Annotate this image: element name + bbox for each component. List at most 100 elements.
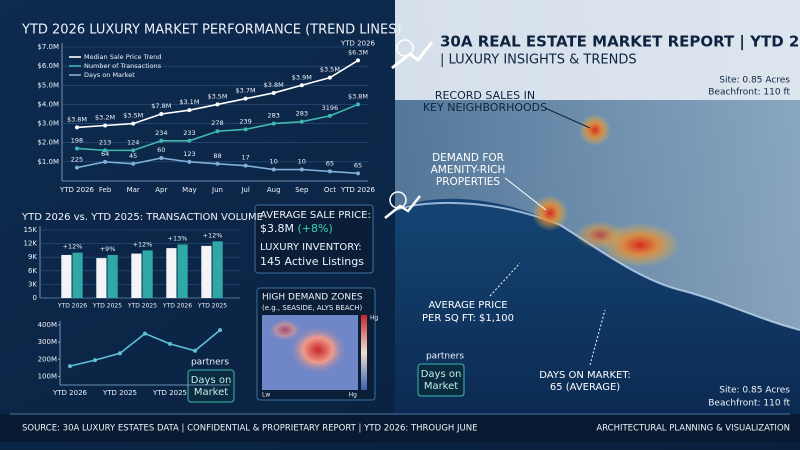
point-label: 213 — [99, 138, 111, 146]
bar — [166, 248, 177, 298]
data-point — [159, 156, 164, 161]
point-label: $3.9M — [292, 73, 312, 81]
data-point — [143, 331, 147, 336]
point-label: 283 — [296, 110, 308, 118]
badge-caption: partners — [191, 358, 229, 368]
footer-right: ARCHITECTURAL PLANNING & VISUALIZATION — [596, 424, 790, 434]
x-tick-label: YTD 2026 — [57, 303, 87, 310]
hotspot — [532, 195, 568, 231]
x-tick-label: YTD 2025 — [127, 303, 157, 310]
point-label: $3.7M — [236, 87, 256, 95]
point-label: $3.5M — [123, 112, 143, 120]
data-point — [356, 58, 360, 63]
header-panel — [395, 0, 800, 100]
legend-label: Number of Transactions — [84, 62, 162, 70]
x-tick-label: YTD 2026 — [59, 186, 95, 194]
point-label: 233 — [183, 129, 195, 137]
x-tick-label: Jun — [211, 186, 223, 194]
chart-title: YTD 2026 vs. YTD 2025: TRANSACTION VOLUM… — [21, 212, 263, 223]
y-tick-label: $6.0M — [37, 62, 59, 70]
x-tick-label: Mar — [127, 186, 140, 194]
point-label: 198 — [71, 136, 83, 144]
beachfront-label: Beachfront: 110 ft — [708, 88, 790, 98]
data-point — [356, 171, 360, 176]
point-label: 64 — [101, 150, 109, 158]
colorbar-high: Hg — [349, 392, 358, 399]
heatmap-hot — [267, 318, 303, 342]
report-subtitle: | LUXURY INSIGHTS & TRENDS — [440, 53, 637, 68]
badge-text: Market — [424, 381, 458, 392]
data-point — [168, 341, 172, 346]
y-tick-label: 9K — [28, 253, 37, 261]
kpi-price: $3.8M — [260, 222, 294, 235]
y-tick-label: $7.0M — [37, 43, 59, 51]
point-label: 124 — [127, 138, 139, 146]
point-label: $3.8M — [264, 81, 284, 89]
x-tick-label: May — [182, 186, 196, 194]
point-label: 278 — [211, 119, 223, 127]
y-tick-label: 3K — [28, 280, 37, 288]
bar — [142, 250, 153, 298]
bar — [61, 254, 72, 298]
legend-label: Days on Market — [84, 71, 135, 79]
bar — [107, 254, 118, 298]
group-label: +12% — [203, 231, 223, 239]
y-tick-label: $4.0M — [37, 100, 59, 108]
x-tick-label: Feb — [99, 186, 112, 194]
map-label: PER SQ FT: $1,100 — [422, 313, 514, 324]
data-point — [131, 148, 136, 153]
data-point — [68, 364, 72, 369]
map-label: DEMAND FOR — [432, 152, 504, 164]
data-point — [299, 167, 304, 172]
data-point — [327, 113, 332, 118]
data-point — [327, 75, 332, 80]
data-point — [243, 163, 248, 168]
heatmap: HIGH DEMAND ZONES (e.g., SEASIDE, ALYS B… — [256, 287, 379, 401]
kpi-label: LUXURY INVENTORY: — [260, 242, 362, 253]
group-label: +12% — [63, 243, 83, 251]
bar — [131, 253, 142, 298]
heatmap-subtitle: (e.g., SEASIDE, ALYS BEACH) — [262, 304, 363, 312]
point-label: 45 — [129, 152, 137, 160]
colorbar-low: Lw — [262, 392, 270, 399]
annotation: YTD 2026 — [340, 39, 376, 47]
data-point — [75, 165, 79, 170]
badge-text: Market — [194, 387, 228, 398]
x-tick-label: Aug — [267, 186, 281, 194]
report-title: 30A REAL ESTATE MARKET REPORT | YTD 2026 — [440, 33, 800, 52]
point-label: $3.1M — [179, 98, 199, 106]
data-point — [215, 129, 220, 134]
data-point — [271, 167, 276, 172]
bar — [72, 252, 83, 298]
site-label: Site: 0.85 Acres — [719, 386, 790, 396]
x-tick-label: YTD 2025 — [152, 389, 187, 397]
data-point — [118, 351, 122, 356]
data-point — [93, 358, 97, 363]
point-label: $3.2M — [95, 113, 115, 121]
colorbar-top: Hg — [370, 315, 379, 322]
beachfront-label: Beachfront: 110 ft — [708, 399, 790, 409]
point-label: $7.8M — [151, 102, 171, 110]
x-tick-label: YTD 2026 — [340, 186, 376, 194]
group-label: +12% — [133, 240, 153, 248]
x-tick-label: YTD 2025 — [92, 303, 122, 310]
y-tick-label: 0 — [33, 294, 37, 302]
site-label: Site: 0.85 Acres — [719, 76, 790, 86]
x-tick-label: YTD 2026 — [162, 303, 192, 310]
data-point — [131, 161, 136, 166]
data-point — [243, 127, 248, 132]
map-labels — [489, 107, 606, 366]
bar — [212, 241, 223, 298]
point-label: $3.8M — [348, 92, 368, 100]
group-label: +13% — [168, 235, 188, 243]
y-tick-label: $3.0M — [37, 120, 59, 128]
bar — [96, 258, 107, 298]
kpi-change: (+8%) — [297, 222, 332, 235]
kpi-value: 145 Active Listings — [260, 255, 364, 268]
data-point — [187, 108, 192, 113]
data-point — [327, 169, 332, 174]
point-label: $6.3M — [348, 48, 368, 56]
data-point — [218, 328, 222, 333]
y-tick-label: $5.0M — [37, 81, 59, 89]
